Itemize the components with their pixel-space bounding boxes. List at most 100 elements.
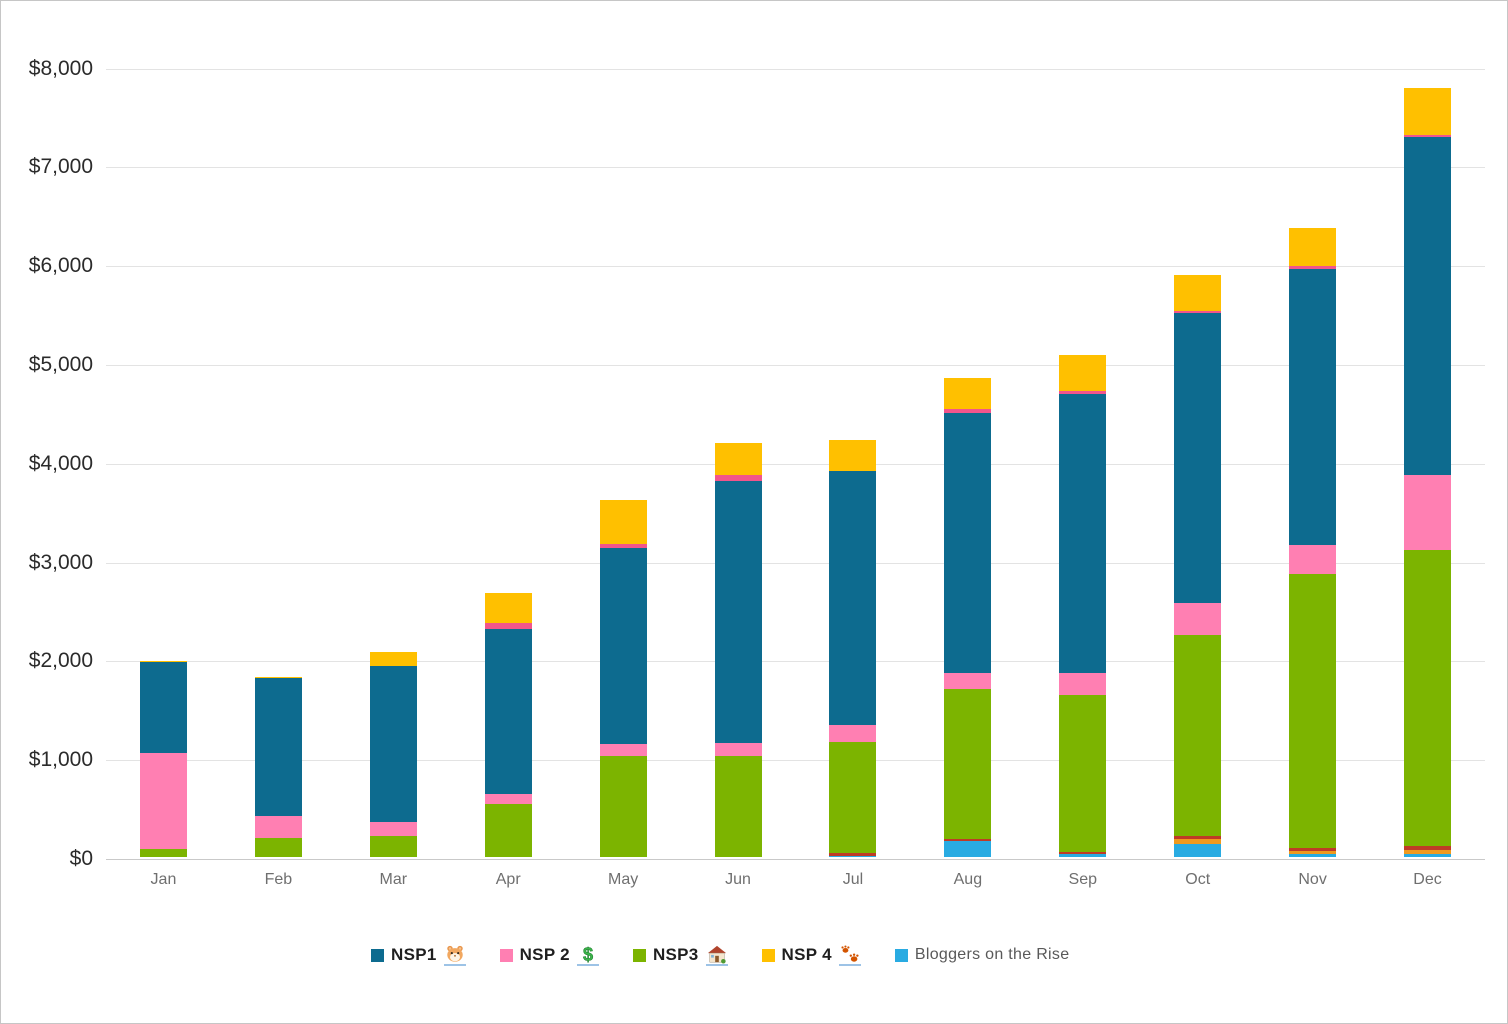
x-tick-label: Dec bbox=[1413, 871, 1442, 888]
legend-swatch bbox=[371, 948, 384, 962]
bar-segment-unlabeled-magenta-stripe bbox=[484, 623, 532, 630]
bar-segment-nsp3 bbox=[599, 756, 647, 857]
x-tick-label: Oct bbox=[1185, 871, 1211, 888]
x-tick-label: Mar bbox=[379, 871, 408, 888]
bar-feb bbox=[254, 676, 302, 857]
bar-segment-bloggers-on-the-rise bbox=[829, 855, 877, 857]
legend-item-bloggers-on-the-rise: Bloggers on the Rise bbox=[894, 946, 1070, 964]
bar-segment-unlabeled-magenta-stripe bbox=[599, 544, 647, 549]
legend-swatch bbox=[894, 948, 908, 962]
y-tick-label: $4,000 bbox=[28, 451, 93, 475]
bar-segment-bloggers-on-the-rise bbox=[1289, 854, 1337, 857]
bar-segment-nsp3 bbox=[139, 849, 187, 857]
y-tick-label: $3,000 bbox=[28, 550, 93, 574]
bar-segment-nsp1 bbox=[829, 471, 877, 726]
x-tick-label: Jun bbox=[725, 871, 751, 888]
bar-segment-nsp3 bbox=[254, 838, 302, 857]
gridline bbox=[106, 661, 1485, 663]
bar-segment-unlabeled-orange-stripe bbox=[1404, 850, 1452, 855]
bar-segment-nsp2 bbox=[484, 794, 532, 805]
bar-segment-nsp1 bbox=[1404, 136, 1452, 476]
gridline bbox=[106, 68, 1485, 70]
bar-oct bbox=[1174, 274, 1222, 857]
bar-segment-nsp4 bbox=[1404, 87, 1452, 136]
bar-segment-nsp2 bbox=[599, 744, 647, 757]
bar-segment-nsp1 bbox=[369, 665, 417, 822]
bar-segment-unlabeled-magenta-stripe bbox=[1289, 265, 1337, 270]
legend-swatch bbox=[761, 948, 775, 962]
bar-segment-nsp2 bbox=[139, 753, 187, 850]
legend-item-nsp-4: NSP 4 bbox=[761, 944, 861, 966]
bar-segment-nsp4 bbox=[484, 592, 532, 624]
paw-prints-icon bbox=[838, 944, 861, 966]
dollar-icon: $ bbox=[576, 944, 599, 966]
bar-segment-nsp1 bbox=[139, 662, 187, 754]
bar-segment-unlabeled-red-stripe bbox=[829, 853, 877, 856]
gridline bbox=[106, 463, 1485, 465]
bar-segment-nsp1 bbox=[1174, 312, 1222, 603]
svg-text:$: $ bbox=[583, 944, 593, 964]
bar-segment-bloggers-on-the-rise bbox=[1404, 854, 1452, 857]
bar-sep bbox=[1059, 355, 1107, 857]
bar-segment-nsp1 bbox=[1059, 394, 1107, 673]
bar-jul bbox=[829, 440, 877, 857]
gridline bbox=[106, 364, 1485, 366]
bar-segment-unlabeled-red-stripe bbox=[1059, 851, 1107, 855]
y-tick-label: $0 bbox=[69, 847, 93, 870]
legend-label: NSP3 bbox=[652, 945, 699, 964]
legend-swatch bbox=[632, 948, 646, 962]
legend-item-nsp3: NSP3 bbox=[632, 944, 728, 966]
chart-legend: NSP1 NSP 2 $ NSP3 NSP 4 Bloggers on the Rise bbox=[371, 939, 1069, 971]
bar-jun bbox=[714, 442, 762, 857]
bar-segment-unlabeled-orange-stripe bbox=[1289, 851, 1337, 855]
y-tick-label: $2,000 bbox=[28, 649, 93, 673]
bar-apr bbox=[484, 592, 532, 857]
gridline bbox=[106, 167, 1485, 169]
bar-segment-nsp1 bbox=[599, 548, 647, 745]
bar-segment-nsp3 bbox=[1174, 634, 1222, 836]
bar-segment-nsp2 bbox=[369, 821, 417, 837]
bar-segment-nsp3 bbox=[1404, 549, 1452, 847]
bar-segment-nsp1 bbox=[484, 629, 532, 795]
bar-may bbox=[599, 500, 647, 857]
bar-segment-nsp4 bbox=[714, 442, 762, 475]
bar-segment-unlabeled-orange-stripe bbox=[1174, 838, 1222, 844]
legend-label: Bloggers on the Rise bbox=[914, 946, 1070, 963]
gridline bbox=[106, 760, 1485, 762]
gridline bbox=[106, 266, 1485, 268]
bar-segment-nsp4 bbox=[139, 660, 187, 663]
bar-segment-unlabeled-red-stripe bbox=[1174, 835, 1222, 839]
bar-segment-nsp3 bbox=[369, 836, 417, 857]
bar-segment-unlabeled-red-stripe bbox=[1289, 848, 1337, 852]
legend-label: NSP 4 bbox=[781, 945, 832, 964]
bar-segment-nsp4 bbox=[369, 652, 417, 666]
bar-segment-nsp4 bbox=[944, 377, 992, 409]
bar-segment-bloggers-on-the-rise bbox=[944, 841, 992, 857]
bar-mar bbox=[369, 652, 417, 857]
bar-segment-nsp2 bbox=[1174, 602, 1222, 635]
y-tick-label: $5,000 bbox=[28, 352, 93, 376]
bar-segment-nsp4 bbox=[1174, 274, 1222, 312]
bar-segment-nsp4 bbox=[1059, 355, 1107, 391]
y-tick-label: $8,000 bbox=[28, 56, 93, 80]
bar-segment-nsp3 bbox=[484, 804, 532, 857]
bar-segment-nsp2 bbox=[714, 743, 762, 757]
house-icon bbox=[705, 944, 728, 966]
legend-label: NSP1 bbox=[391, 945, 437, 964]
legend-swatch bbox=[499, 948, 513, 962]
bar-segment-unlabeled-red-stripe bbox=[944, 838, 992, 842]
bar-segment-unlabeled-magenta-stripe bbox=[1059, 390, 1107, 395]
bar-segment-nsp3 bbox=[944, 689, 992, 839]
bar-segment-unlabeled-magenta-stripe bbox=[1404, 135, 1452, 137]
x-tick-label: Apr bbox=[495, 871, 521, 888]
bar-nov bbox=[1289, 228, 1337, 857]
bar-jan bbox=[139, 660, 187, 857]
x-tick-label: Aug bbox=[953, 871, 983, 888]
bar-segment-nsp1 bbox=[254, 678, 302, 817]
bar-segment-nsp3 bbox=[1059, 694, 1107, 852]
hamster-icon bbox=[443, 944, 466, 966]
legend-item-nsp1: NSP1 bbox=[371, 944, 466, 966]
x-tick-label: Jan bbox=[150, 871, 177, 888]
bar-segment-unlabeled-magenta-stripe bbox=[714, 474, 762, 481]
bar-segment-nsp2 bbox=[944, 673, 992, 690]
